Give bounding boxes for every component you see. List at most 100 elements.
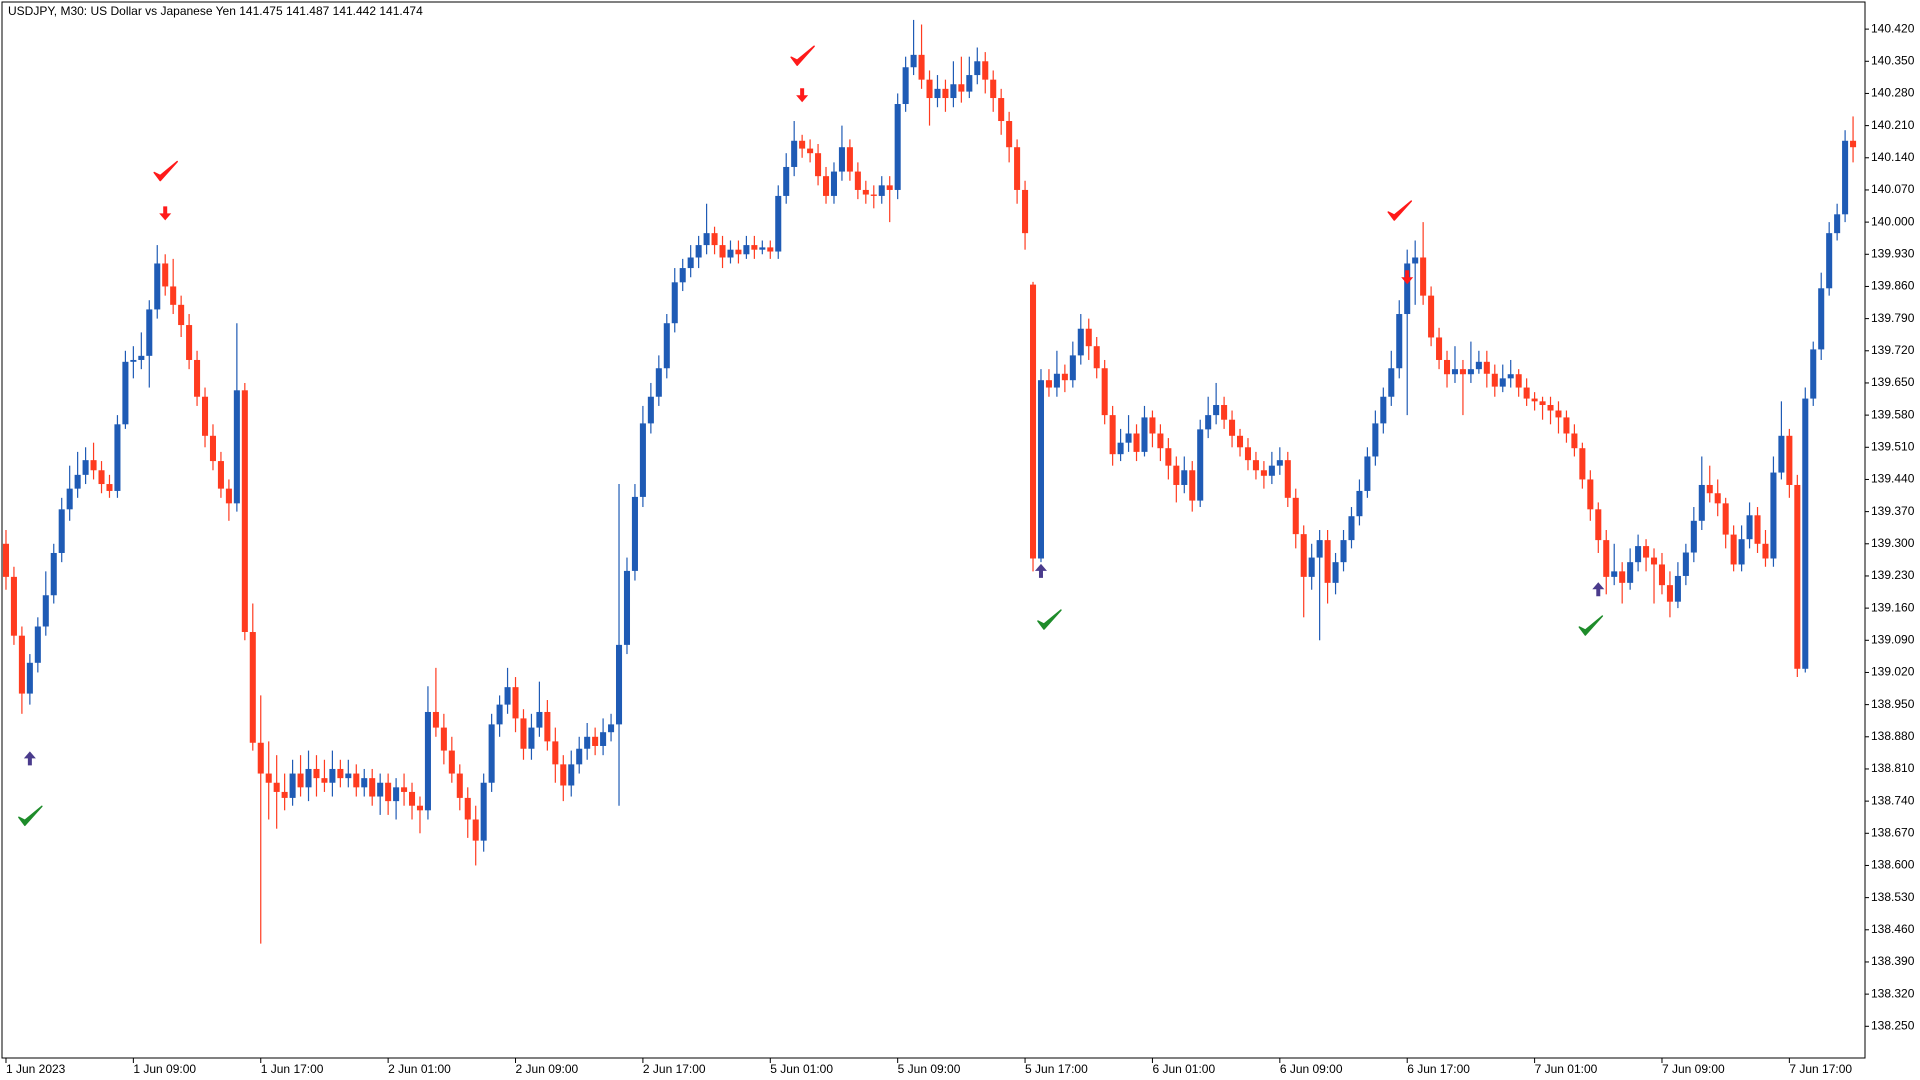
candle-body (1730, 534, 1737, 565)
candle-body (1061, 373, 1068, 381)
x-tick-label: 7 Jun 01:00 (1535, 1062, 1598, 1076)
candle-body (743, 245, 750, 255)
candle-body (1595, 509, 1602, 541)
candle-body (1459, 369, 1466, 375)
sell-arrow (796, 88, 809, 103)
candle-body (520, 718, 527, 749)
candle-body (1380, 396, 1387, 424)
candle-body (862, 189, 869, 195)
candle-body (807, 148, 814, 154)
buy-check (1578, 615, 1604, 636)
x-tick-label: 6 Jun 09:00 (1280, 1062, 1343, 1076)
candle-body (1762, 543, 1769, 559)
candle-body (1778, 435, 1785, 473)
candle-body (369, 778, 376, 797)
candle-body (751, 245, 758, 250)
candle-body (194, 359, 201, 397)
candle-body (544, 711, 551, 742)
y-tick-label: 140.420 (1871, 21, 1915, 35)
candle-body (2, 543, 10, 577)
candle-body (767, 247, 774, 252)
candle-body (170, 286, 177, 305)
candle-body (1388, 368, 1395, 397)
candle-body (1276, 460, 1283, 466)
candle-body (1658, 564, 1666, 586)
x-tick-label: 5 Jun 09:00 (898, 1062, 961, 1076)
candle-body (1229, 419, 1236, 436)
candle-body (687, 257, 694, 269)
candle-body (257, 742, 264, 774)
candle-body (966, 75, 973, 92)
candle-body (1539, 401, 1546, 406)
candle-body (1507, 374, 1514, 379)
y-tick-label: 140.210 (1871, 118, 1915, 132)
buy-check (18, 805, 43, 827)
candle-body (1523, 387, 1530, 399)
candle-body (1093, 346, 1100, 369)
candle-body (18, 635, 25, 694)
candle-body (1794, 484, 1801, 669)
candle-body (1475, 361, 1482, 370)
candle-body (679, 268, 686, 283)
y-tick-label: 139.160 (1871, 600, 1915, 614)
candle-body (1252, 460, 1259, 471)
candle-body (902, 67, 909, 105)
candle-body (1117, 442, 1124, 455)
y-tick-label: 139.580 (1871, 407, 1915, 421)
candle-body (822, 176, 830, 196)
candle-body (592, 736, 599, 746)
candle-body (385, 782, 392, 802)
candle-body (1818, 288, 1825, 350)
y-tick-label: 140.070 (1871, 182, 1915, 196)
candle-body (178, 304, 185, 326)
candle-body (990, 79, 997, 99)
x-tick-label: 5 Jun 17:00 (1025, 1062, 1088, 1076)
candle-body (186, 325, 193, 360)
candle-body (846, 147, 853, 172)
candle-body (1268, 465, 1275, 476)
candle-body (10, 576, 17, 636)
candle-body (448, 750, 455, 774)
candle-body (1547, 405, 1554, 411)
candle-body (1412, 257, 1419, 264)
candle-body (273, 782, 280, 792)
candle-body (456, 773, 463, 798)
candle-body (584, 736, 591, 749)
candle-body (1181, 470, 1188, 485)
candle-body (735, 249, 742, 255)
y-tick-label: 138.880 (1871, 729, 1915, 743)
candle-body (90, 460, 97, 471)
candle-body (663, 323, 670, 369)
candle-body (1205, 415, 1212, 430)
candle-body (1292, 497, 1299, 535)
candle-body (1738, 539, 1745, 565)
candle-body (560, 764, 567, 786)
candle-body (1443, 359, 1451, 375)
candle-body (1531, 398, 1538, 402)
candle-body (1451, 369, 1459, 375)
candle-body (1650, 557, 1658, 565)
candle-body (98, 470, 105, 485)
candle-body (289, 773, 296, 798)
candle-body (647, 396, 654, 424)
candle-body (265, 773, 272, 783)
candle-body (711, 233, 718, 246)
candle-body (1483, 361, 1490, 374)
candle-body (1125, 433, 1132, 443)
x-tick-label: 6 Jun 17:00 (1407, 1062, 1470, 1076)
y-tick-label: 139.860 (1871, 279, 1915, 293)
buy-arrow (23, 751, 36, 766)
candle-body (1834, 214, 1841, 234)
candle-body (488, 724, 495, 783)
candle-body (695, 245, 702, 258)
candle-body (1467, 369, 1474, 375)
candle-body (146, 309, 153, 356)
candle-body (1714, 493, 1721, 504)
candle-body (1674, 575, 1681, 602)
candle-body (305, 768, 312, 788)
candle-body (82, 460, 89, 475)
candle-body (1420, 257, 1427, 296)
y-tick-label: 140.280 (1871, 86, 1915, 100)
candle-body (1706, 484, 1713, 494)
